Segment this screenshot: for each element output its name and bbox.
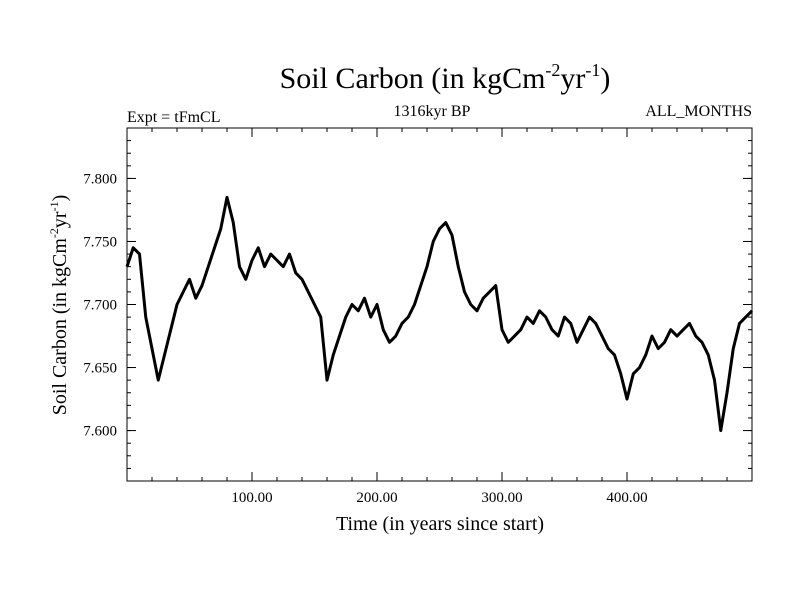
- chart-title: Soil Carbon (in kgCm-2yr-1): [280, 60, 611, 95]
- months-label: ALL_MONTHS: [645, 103, 752, 120]
- ylabel-sup1: -2: [47, 228, 61, 238]
- x-tick-label: 300.00: [481, 490, 522, 506]
- period-label: 1316kyr BP: [394, 103, 471, 120]
- ylabel-mid: yr: [49, 211, 71, 228]
- y-axis-label: Soil Carbon (in kgCm-2yr-1): [47, 195, 71, 416]
- y-tick-label: 7.750: [83, 234, 117, 250]
- title-sup1: -2: [545, 60, 560, 80]
- title-sup2: -1: [585, 60, 600, 80]
- expt-label: Expt = tFmCL: [127, 109, 220, 126]
- title-end: ): [600, 62, 610, 95]
- title-mid: yr: [560, 62, 585, 95]
- series-line-0: [125, 195, 754, 433]
- series-group: [125, 195, 754, 433]
- x-axis-ticks: 100.00 200.00 300.00 400.00: [231, 128, 648, 506]
- ylabel-end: ): [49, 195, 71, 202]
- title-main: Soil Carbon (in kgCm: [280, 62, 546, 95]
- ylabel-sup2: -1: [47, 201, 61, 211]
- x-axis-label: Time (in years since start): [336, 513, 544, 535]
- y-tick-label: 7.600: [83, 424, 117, 440]
- x-tick-label: 100.00: [231, 490, 272, 506]
- y-tick-label: 7.650: [83, 361, 117, 377]
- y-tick-label: 7.800: [83, 171, 117, 187]
- y-tick-label: 7.700: [83, 298, 117, 314]
- y-axis-ticks: 7.600 7.650 7.700 7.750 7.800: [83, 171, 752, 440]
- x-tick-label: 400.00: [606, 490, 647, 506]
- ylabel-main: Soil Carbon (in kgCm: [49, 238, 71, 416]
- x-tick-label: 200.00: [356, 490, 397, 506]
